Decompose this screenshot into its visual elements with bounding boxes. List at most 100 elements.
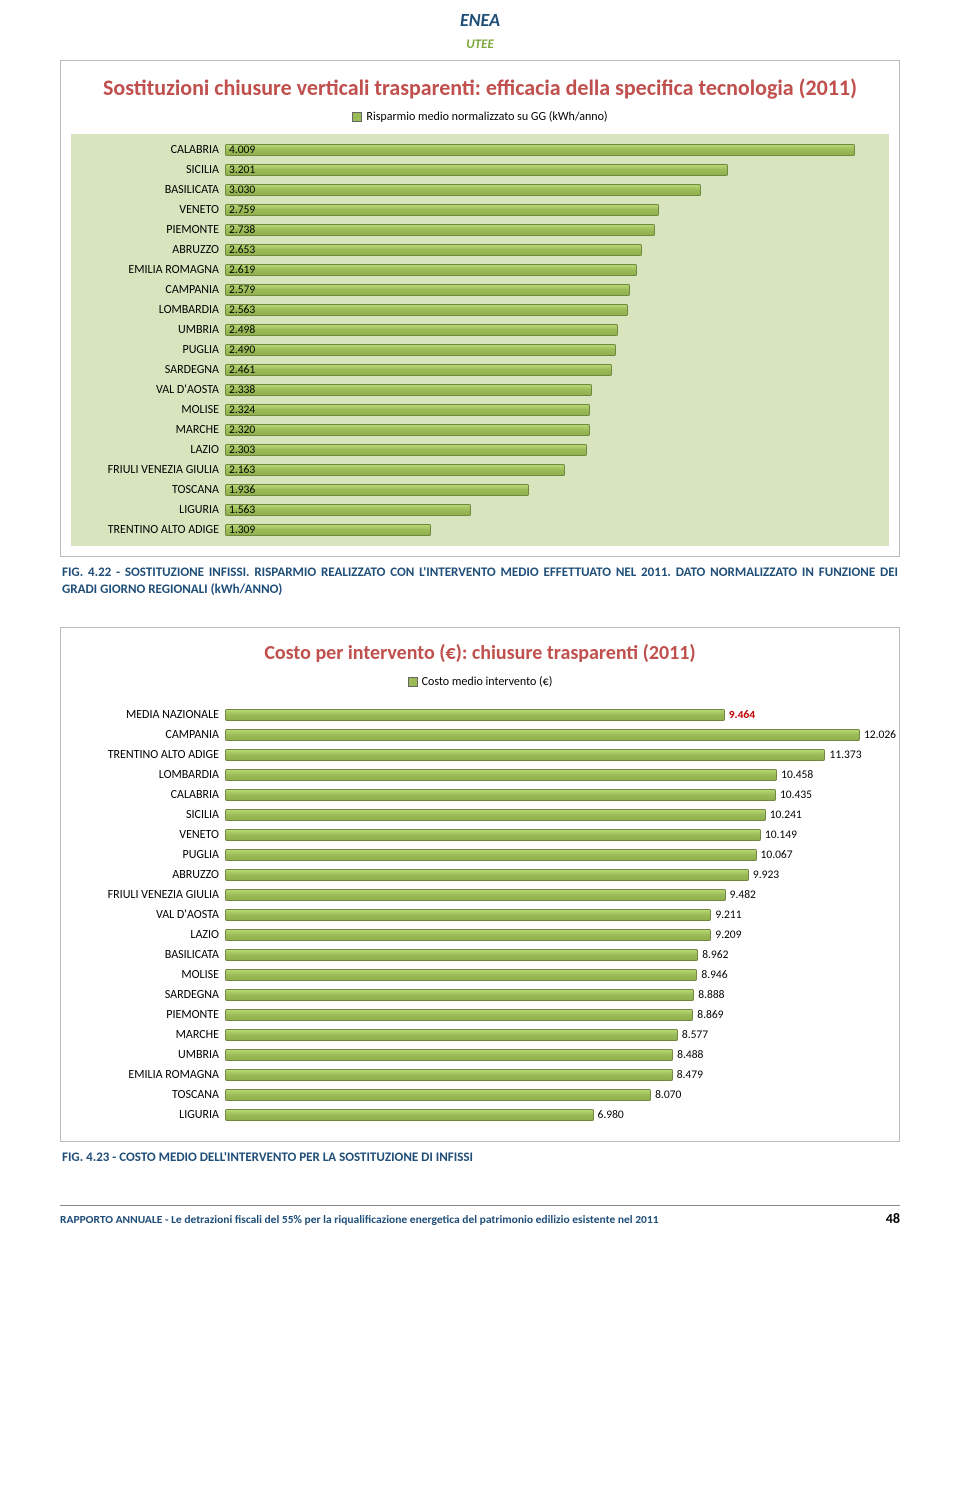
bar-track: 2.303 [225, 442, 885, 458]
bar-value-label: 3.201 [229, 162, 255, 178]
caption-1: FIG. 4.22 - SOSTITUZIONE INFISSI. RISPAR… [62, 565, 898, 599]
bar-track: 2.498 [225, 322, 885, 338]
bar-category-label: VENETO [75, 828, 225, 842]
bar-value-label: 8.962 [702, 947, 728, 963]
bar-value-label: 8.488 [677, 1047, 703, 1063]
bar-track: 9.923 [225, 867, 885, 883]
bar-value-label: 10.067 [761, 847, 793, 863]
bar-row: MEDIA NAZIONALE9.464 [75, 705, 885, 725]
bar-value-label: 9.464 [729, 707, 755, 723]
bar-track: 9.464 [225, 707, 885, 723]
bar-row: CAMPANIA2.579 [75, 280, 885, 300]
bar-category-label: MOLISE [75, 403, 225, 417]
bar-category-label: SICILIA [75, 163, 225, 177]
bar-value-label: 6.980 [598, 1107, 624, 1123]
bar-fill [225, 729, 860, 741]
bar-fill [225, 909, 711, 921]
bar-track: 11.373 [225, 747, 885, 763]
chart-2-legend: Costo medio intervento (€) [71, 675, 889, 689]
bar-value-label: 3.030 [229, 182, 255, 198]
bar-fill [225, 184, 701, 196]
bar-row: SICILIA 10.241 [75, 805, 885, 825]
bar-value-label: 2.338 [229, 382, 255, 398]
bar-track: 10.435 [225, 787, 885, 803]
chart-1-plot: CALABRIA4.009SICILIA3.201BASILICATA3.030… [71, 134, 889, 546]
bar-row: TOSCANA8.070 [75, 1085, 885, 1105]
bar-row: BASILICATA 8.962 [75, 945, 885, 965]
bar-value-label: 2.653 [229, 242, 255, 258]
bar-value-label: 9.482 [730, 887, 756, 903]
bar-category-label: LIGURIA [75, 1108, 225, 1122]
bar-fill [225, 969, 697, 981]
bar-track: 9.211 [225, 907, 885, 923]
bar-row: UMBRIA8.488 [75, 1045, 885, 1065]
bar-category-label: SARDEGNA [75, 988, 225, 1002]
bar-category-label: VAL D'AOSTA [75, 383, 225, 397]
bar-value-label: 12.026 [864, 727, 896, 743]
chart-1-legend-swatch [352, 112, 362, 122]
bar-track: 8.070 [225, 1087, 885, 1103]
bar-track: 3.201 [225, 162, 885, 178]
bar-value-label: 8.070 [655, 1087, 681, 1103]
bar-track: 6.980 [225, 1107, 885, 1123]
bar-track: 4.009 [225, 142, 885, 158]
bar-value-label: 2.320 [229, 422, 255, 438]
bar-fill [225, 849, 757, 861]
bar-row: MOLISE8.946 [75, 965, 885, 985]
bar-category-label: CAMPANIA [75, 728, 225, 742]
bar-fill [225, 144, 855, 156]
bar-track: 10.241 [225, 807, 885, 823]
bar-fill [225, 224, 655, 236]
bar-value-label: 2.738 [229, 222, 255, 238]
bar-track: 8.577 [225, 1027, 885, 1043]
bar-row: TRENTINO ALTO ADIGE11.373 [75, 745, 885, 765]
bar-category-label: BASILICATA [75, 948, 225, 962]
bar-row: CAMPANIA12.026 [75, 725, 885, 745]
bar-fill [225, 869, 749, 881]
bar-fill [225, 344, 616, 356]
bar-value-label: 4.009 [229, 142, 255, 158]
bar-category-label: VAL D'AOSTA [75, 908, 225, 922]
bar-row: MARCHE2.320 [75, 420, 885, 440]
bar-category-label: MARCHE [75, 1028, 225, 1042]
bar-track: 2.338 [225, 382, 885, 398]
bar-track: 8.946 [225, 967, 885, 983]
page-footer: RAPPORTO ANNUALE - Le detrazioni fiscali… [60, 1205, 900, 1227]
bar-row: CALABRIA10.435 [75, 785, 885, 805]
bar-row: LOMBARDIA10.458 [75, 765, 885, 785]
bar-value-label: 2.324 [229, 402, 255, 418]
bar-value-label: 10.241 [770, 807, 802, 823]
bar-category-label: FRIULI VENEZIA GIULIA [75, 463, 225, 477]
bar-fill [225, 929, 711, 941]
bar-fill [225, 244, 642, 256]
bar-value-label: 2.303 [229, 442, 255, 458]
bar-fill [225, 1049, 673, 1061]
bar-fill [225, 404, 590, 416]
bar-row: LAZIO2.303 [75, 440, 885, 460]
chart-2-title: Costo per intervento (€): chiusure trasp… [71, 642, 889, 665]
bar-fill [225, 989, 694, 1001]
bar-fill [225, 889, 726, 901]
header-logo: ENEA UTEE [60, 8, 900, 54]
bar-fill [225, 284, 630, 296]
bar-value-label: 9.209 [715, 927, 741, 943]
bar-category-label: SICILIA [75, 808, 225, 822]
bar-row: ABRUZZO9.923 [75, 865, 885, 885]
bar-row: PIEMONTE2.738 [75, 220, 885, 240]
bar-track: 2.461 [225, 362, 885, 378]
chart-1-title: Sostituzioni chiusure verticali traspare… [71, 75, 889, 100]
bar-value-label: 2.579 [229, 282, 255, 298]
bar-category-label: ABRUZZO [75, 868, 225, 882]
bar-fill [225, 749, 825, 761]
bar-fill [225, 304, 628, 316]
bar-category-label: LIGURIA [75, 503, 225, 517]
bar-value-label: 8.946 [701, 967, 727, 983]
bar-track: 10.149 [225, 827, 885, 843]
bar-fill [225, 384, 592, 396]
bar-row: MARCHE8.577 [75, 1025, 885, 1045]
bar-fill [225, 769, 777, 781]
bar-fill [225, 464, 565, 476]
bar-value-label: 2.490 [229, 342, 255, 358]
bar-fill [225, 204, 659, 216]
bar-value-label: 9.211 [715, 907, 741, 923]
